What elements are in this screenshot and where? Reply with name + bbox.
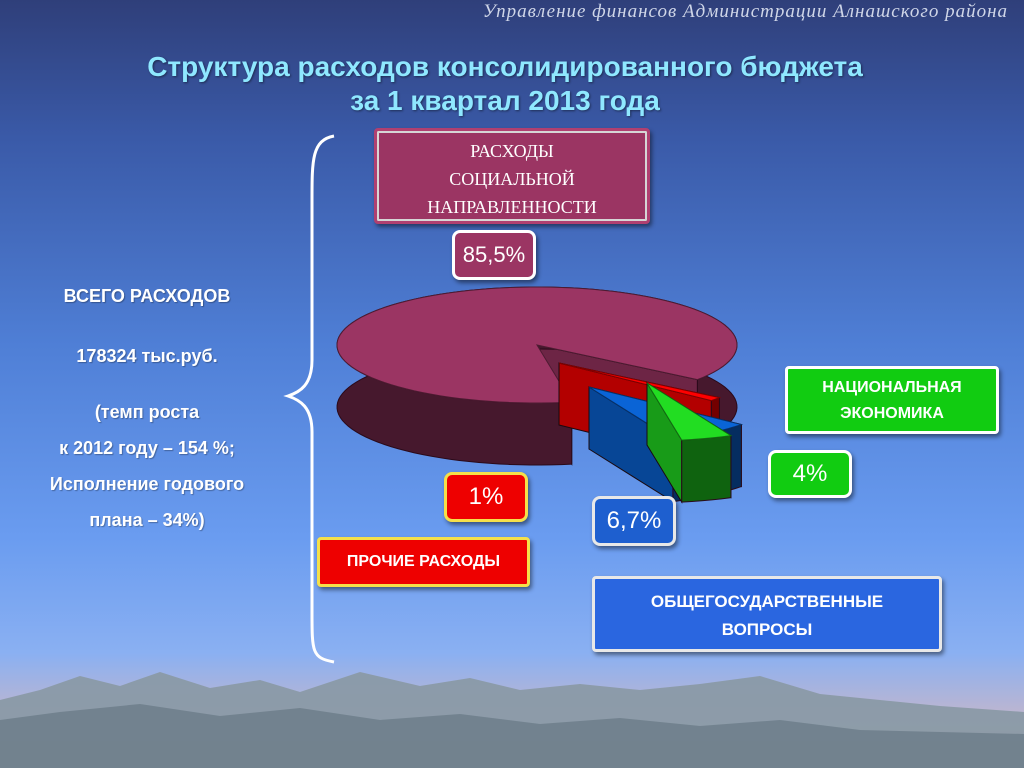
plan-line-1: Исполнение годового xyxy=(49,474,245,494)
label-other: ПРОЧИЕ РАСХОДЫ xyxy=(317,537,530,587)
value-label-economy: 4% xyxy=(768,450,852,498)
title-line-1: Структура расходов консолидированного бю… xyxy=(147,51,863,82)
label-economy-line-2: ЭКОНОМИКА xyxy=(840,405,944,422)
growth-line-2: к 2012 году – 154 %; xyxy=(59,438,235,458)
label-social-line-1: РАСХОДЫ xyxy=(470,141,554,161)
total-value: 178324 тыс.руб. xyxy=(76,346,218,366)
growth-line-1: (темп роста xyxy=(94,402,200,422)
label-general-line-2: ВОПРОСЫ xyxy=(721,620,813,639)
title-line-2: за 1 квартал 2013 года xyxy=(350,85,660,116)
label-general-line-1: ОБЩЕГОСУДАРСТВЕННЫЕ xyxy=(650,592,884,611)
label-general: ОБЩЕГОСУДАРСТВЕННЫЕ ВОПРОСЫ xyxy=(592,576,942,652)
slice-economy xyxy=(646,381,733,504)
label-economy-line-1: НАЦИОНАЛЬНАЯ xyxy=(822,379,962,396)
label-social: РАСХОДЫ СОЦИАЛЬНОЙ НАПРАВЛЕННОСТИ xyxy=(374,128,650,224)
value-label-other: 1% xyxy=(444,472,528,522)
plan-line-2: плана – 34%) xyxy=(89,510,205,530)
label-social-line-3: НАПРАВЛЕННОСТИ xyxy=(427,197,597,217)
chart-title: Структура расходов консолидированного бю… xyxy=(0,50,1010,118)
label-economy: НАЦИОНАЛЬНАЯ ЭКОНОМИКА xyxy=(785,366,999,434)
value-label-general: 6,7% xyxy=(592,496,676,546)
header-organization: Управление финансов Администрации Алнашс… xyxy=(482,1,1008,22)
label-social-line-2: СОЦИАЛЬНОЙ xyxy=(449,169,575,189)
value-label-social: 85,5% xyxy=(452,230,536,280)
total-label: ВСЕГО РАСХОДОВ xyxy=(63,286,231,306)
